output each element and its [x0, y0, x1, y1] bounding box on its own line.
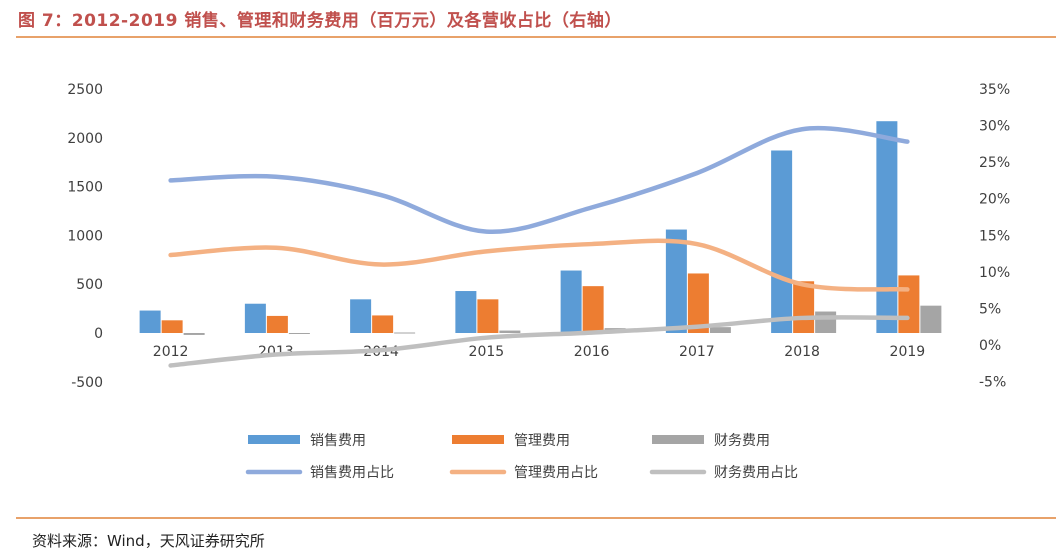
left-axis-tick-label: -500	[71, 375, 103, 391]
x-axis-tick-label: 2017	[679, 344, 715, 360]
bar-admin	[477, 299, 499, 333]
bar-sales	[139, 310, 161, 333]
right-axis-tick-label: 35%	[979, 82, 1010, 98]
top-divider	[16, 36, 1056, 38]
right-axis-tick-label: 20%	[979, 192, 1010, 208]
left-axis-tick-label: 500	[76, 277, 103, 293]
bar-finance	[499, 330, 521, 333]
legend-label: 管理费用占比	[514, 465, 598, 481]
bar-admin	[372, 315, 394, 333]
x-axis-tick-label: 2018	[784, 344, 820, 360]
bar-finance	[920, 305, 942, 333]
bar-sales	[350, 299, 372, 333]
bar-admin	[582, 286, 604, 333]
legend-label: 管理费用	[514, 433, 570, 449]
right-axis-tick-label: 15%	[979, 228, 1010, 244]
right-axis-tick-label: 0%	[979, 338, 1001, 354]
bar-finance	[394, 332, 416, 334]
bar-finance	[709, 327, 731, 333]
x-axis-tick-label: 2015	[469, 344, 505, 360]
bar-admin	[161, 320, 183, 333]
sales-ratio-line	[168, 125, 910, 235]
bar-admin	[793, 281, 815, 333]
bar-admin	[898, 275, 920, 333]
right-axis-tick-label: 10%	[979, 265, 1010, 281]
right-axis-tick-label: -5%	[979, 375, 1006, 391]
bar-finance	[183, 333, 205, 335]
bar-sales	[665, 229, 687, 333]
left-axis-tick-label: 2000	[67, 131, 103, 147]
admin-ratio-line	[168, 238, 910, 292]
bar-sales	[244, 303, 266, 333]
right-axis-tick-label: 5%	[979, 301, 1001, 317]
legend-label: 销售费用占比	[310, 465, 394, 481]
chart-title: 图 7：2012-2019 销售、管理和财务费用（百万元）及各营收占比（右轴）	[18, 11, 622, 31]
bar-finance	[815, 311, 837, 333]
legend-label: 财务费用	[714, 433, 770, 449]
legend-label: 财务费用占比	[714, 465, 798, 481]
legend-label: 销售费用	[310, 433, 366, 449]
bar-admin	[687, 273, 709, 333]
left-axis-tick-label: 1500	[67, 180, 103, 196]
legend-swatch-bar	[452, 435, 504, 444]
bottom-divider	[16, 517, 1056, 519]
legend-swatch-bar	[652, 435, 704, 444]
left-axis-tick-label: 0	[94, 326, 103, 342]
finance-ratio-line	[168, 315, 910, 368]
bar-sales	[876, 121, 898, 333]
right-axis-tick-label: 30%	[979, 119, 1010, 135]
x-axis-tick-label: 2019	[890, 344, 926, 360]
x-axis-tick-label: 2016	[574, 344, 610, 360]
source-note: 资料来源：Wind，天风证券研究所	[32, 532, 265, 550]
bar-admin	[266, 315, 288, 333]
bar-sales	[455, 291, 477, 333]
bar-finance	[288, 333, 310, 334]
legend-swatch-bar	[248, 435, 300, 444]
right-axis-tick-label: 25%	[979, 155, 1010, 171]
left-axis-tick-label: 1000	[67, 228, 103, 244]
left-axis-tick-label: 2500	[67, 82, 103, 98]
bar-sales	[771, 150, 793, 333]
bar-sales	[560, 270, 582, 333]
x-axis-tick-label: 2012	[153, 344, 189, 360]
